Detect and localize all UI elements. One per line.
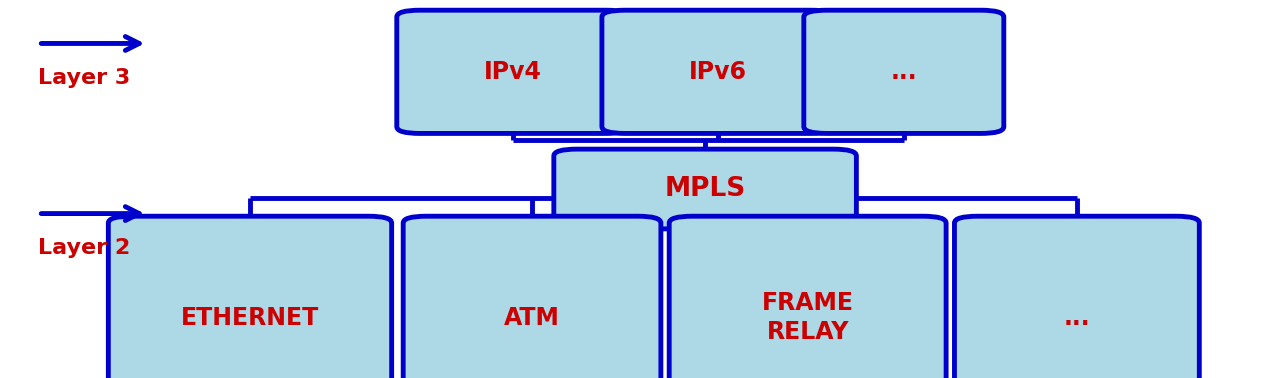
Text: MPLS: MPLS: [664, 176, 746, 202]
Text: Layer 2: Layer 2: [38, 238, 131, 258]
FancyBboxPatch shape: [804, 10, 1004, 133]
Text: ...: ...: [1064, 305, 1090, 330]
FancyBboxPatch shape: [954, 216, 1200, 378]
Text: Layer 3: Layer 3: [38, 68, 131, 88]
Text: ATM: ATM: [504, 305, 560, 330]
FancyBboxPatch shape: [669, 216, 946, 378]
Text: IPv6: IPv6: [688, 60, 747, 84]
FancyBboxPatch shape: [403, 216, 662, 378]
FancyBboxPatch shape: [603, 10, 835, 133]
Text: FRAME
RELAY: FRAME RELAY: [762, 291, 854, 344]
FancyBboxPatch shape: [108, 216, 392, 378]
FancyBboxPatch shape: [554, 149, 856, 229]
Text: ...: ...: [891, 60, 917, 84]
Text: IPv4: IPv4: [483, 60, 542, 84]
Text: ETHERNET: ETHERNET: [181, 305, 319, 330]
FancyBboxPatch shape: [397, 10, 629, 133]
